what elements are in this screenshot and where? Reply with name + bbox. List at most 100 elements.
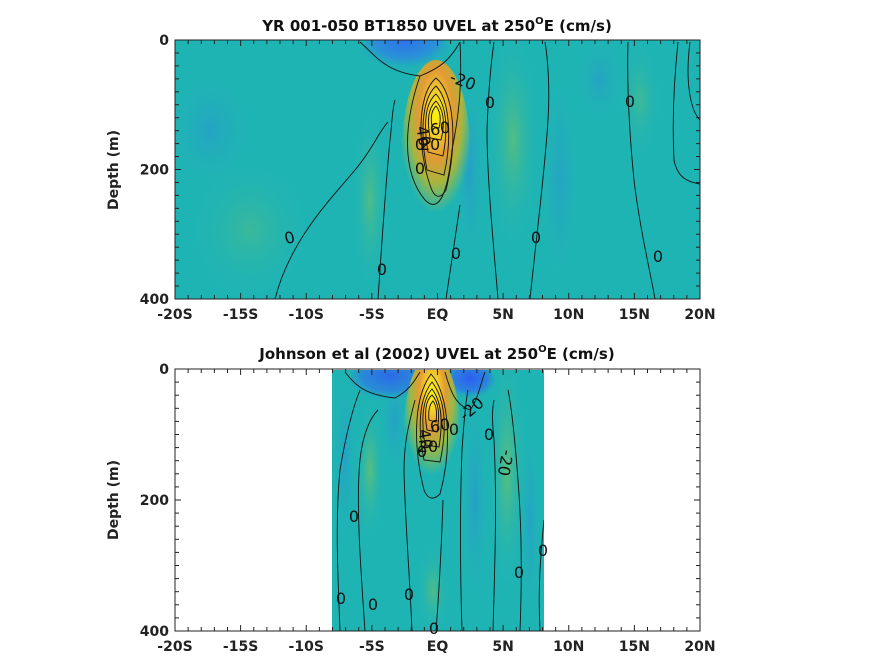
x-tick-label: EQ [427, 307, 449, 323]
contour-label: 0 [485, 93, 495, 112]
x-tick-label: -5S [359, 639, 385, 655]
contour-label: 20 [420, 135, 440, 154]
contour-label: -20 [494, 448, 517, 477]
contour-line [445, 204, 461, 299]
panel-model-uvel: YR 001-050 BT1850 UVEL at 250OE (cm/s) [106, 16, 716, 323]
x-tick-label: -20S [157, 639, 192, 655]
contour-label: 0 [417, 442, 427, 461]
x-tick-label: 15N [619, 639, 650, 655]
contour-line [529, 41, 550, 299]
x-tick-label: 10N [553, 307, 584, 323]
x-tick-label: 15N [619, 307, 650, 323]
x-tick-label: 5N [492, 639, 513, 655]
y-tick-label: 400 [140, 624, 169, 640]
panel2-heatmap [332, 370, 544, 631]
contour-label: 20 [418, 437, 438, 456]
contour-label: 0 [349, 507, 359, 526]
contour-line [420, 77, 454, 197]
panel2-field-patch [417, 545, 449, 631]
x-tick-label: -5S [359, 307, 385, 323]
panel2-ylabel: Depth (m) [106, 460, 122, 540]
panel2-westward-current [445, 370, 495, 400]
contour-line [435, 499, 444, 631]
contour-line [357, 409, 379, 631]
contour-label: 0 [415, 135, 425, 154]
contour-line [336, 389, 361, 631]
contour-line [672, 41, 700, 185]
contour-line [377, 99, 396, 299]
contour-label: 0 [429, 619, 439, 638]
panel1-ylabel: Depth (m) [106, 130, 122, 210]
contour-line [274, 121, 389, 299]
panel2-field-patch [461, 390, 489, 610]
contour-label: 60 [428, 414, 451, 436]
contour-label: 0 [653, 247, 663, 266]
panel1-field-patch [352, 110, 388, 290]
contour-label: 0 [282, 227, 297, 248]
panel1-field-patch [575, 40, 625, 125]
x-tick-label: 20N [684, 307, 715, 323]
contour-line [486, 41, 499, 299]
panel2-field-patch [520, 420, 540, 620]
contour-label: 40 [414, 427, 436, 450]
y-tick-label: 200 [140, 493, 169, 509]
panel2-contours [336, 371, 544, 631]
contour-label: 0 [368, 595, 378, 614]
contour-line [687, 41, 700, 121]
contour-line [507, 389, 522, 631]
y-tick-label: 0 [159, 362, 169, 378]
contour-line [422, 388, 442, 448]
contour-label: 0 [625, 92, 635, 111]
panel2-field-patch [356, 400, 384, 540]
contour-line [444, 371, 486, 411]
panel2-undercurrent-core [404, 370, 460, 505]
contour-line [425, 93, 447, 157]
contour-label: 0 [484, 425, 494, 444]
contour-label: 0 [449, 420, 459, 439]
panel2-field-patch [489, 370, 525, 590]
contour-line [422, 85, 450, 176]
panel-johnson-uvel: Johnson et al (2002) UVEL at 250OE (cm/s… [106, 344, 716, 655]
x-tick-label: -10S [289, 639, 324, 655]
panel1-title: YR 001-050 BT1850 UVEL at 250OE (cm/s) [261, 16, 612, 35]
contour-line [538, 519, 544, 631]
contour-line [428, 100, 444, 141]
contour-line [407, 41, 462, 205]
contour-label: 60 [428, 117, 451, 139]
panel2-field-patch [333, 370, 357, 550]
y-tick-label: 0 [159, 33, 169, 49]
panel1-contours [274, 41, 700, 299]
contour-label: 0 [538, 541, 548, 560]
contour-label: 0 [377, 260, 387, 279]
contour-line [403, 399, 416, 631]
contour-line [416, 373, 448, 499]
panel1-undercurrent-core [402, 60, 470, 240]
x-tick-label: 5N [492, 307, 513, 323]
contour-line [344, 371, 421, 399]
contour-line [419, 381, 445, 463]
contour-label: 0 [514, 563, 524, 582]
contour-label: 0 [404, 585, 414, 604]
contour-label: 0 [336, 589, 346, 608]
panel2-contour-labels: -20 -20 0 0 0 0 0 0 0 0 0 0 60 40 20 [336, 393, 548, 638]
panel1-field-patch [488, 40, 538, 250]
y-tick-label: 400 [140, 292, 169, 308]
panel2-title: Johnson et al (2002) UVEL at 250OE (cm/s… [258, 344, 614, 363]
x-tick-label: 10N [553, 639, 584, 655]
contour-label: 0 [415, 159, 425, 178]
x-tick-label: -10S [289, 307, 324, 323]
x-tick-label: 20N [684, 639, 715, 655]
y-tick-label: 200 [140, 163, 169, 179]
contour-label: 0 [451, 244, 461, 263]
x-tick-label: EQ [427, 639, 449, 655]
contour-line [492, 399, 496, 631]
panel1-field-patch [540, 70, 580, 290]
contour-line [428, 400, 437, 423]
contour-line [460, 389, 469, 631]
contour-line [425, 394, 440, 433]
contour-line [627, 41, 656, 299]
panel1-field-patch [175, 70, 255, 190]
contour-line [430, 105, 441, 129]
